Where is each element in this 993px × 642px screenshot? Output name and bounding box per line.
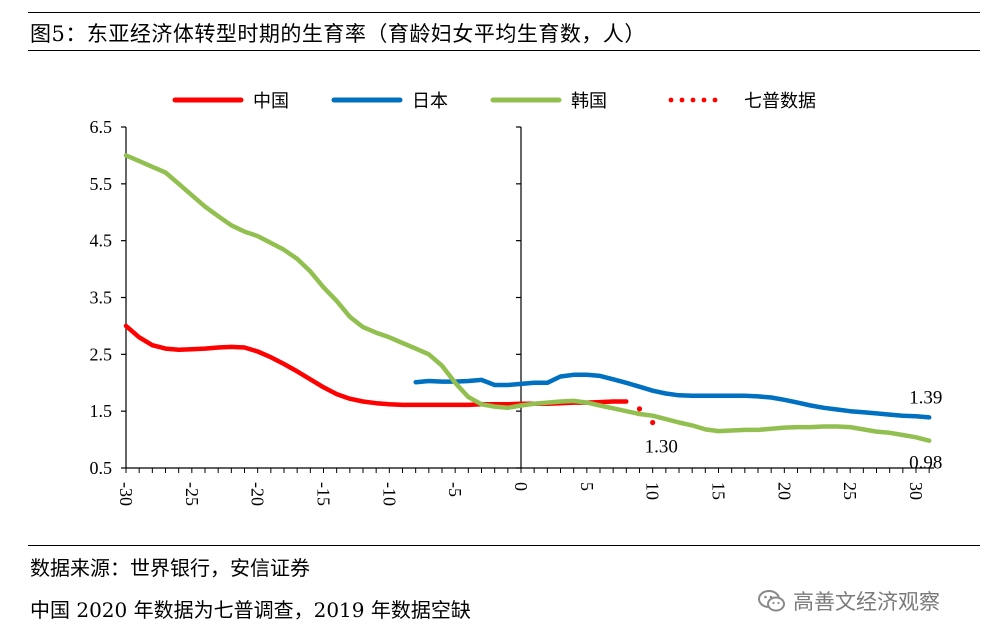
y-tick-label: 4.5 (90, 231, 113, 251)
fertility-line-chart: 0.5 1.5 2.5 3.5 4.5 5.5 6.5 -30 -25 -20 -15 -10 -5 0 5… (90, 91, 943, 506)
data-label: 1.30 (645, 437, 678, 458)
data-source: 数据来源：世界银行，安信证券 (30, 556, 310, 580)
y-tick-label: 2.5 (90, 344, 113, 364)
x-tick-label: 10 (643, 482, 663, 500)
top-rule (28, 12, 980, 13)
y-tick-label: 1.5 (90, 401, 113, 421)
series-3-point (650, 419, 656, 426)
series-1-line (413, 372, 932, 420)
x-tick-label: 25 (840, 482, 860, 500)
series-0-line (123, 323, 629, 408)
legend-label-2: 韩国 (571, 91, 607, 112)
wechat-icon (758, 590, 785, 612)
legend-label-3: 七普数据 (744, 91, 816, 112)
x-tick-label: -25 (182, 482, 202, 506)
legend-swatch-3 (690, 97, 696, 103)
annotations: 1.39 1.30 0.98 (645, 387, 943, 473)
watermark-label: 高善文经济观察 (793, 590, 940, 614)
x-tick-label: 0 (511, 482, 531, 491)
y-tick-label: 6.5 (90, 117, 113, 137)
watermark: 高善文经济观察 (757, 586, 940, 616)
page-title: 图5：东亚经济体转型时期的生育率（育龄妇女平均生育数，人） (30, 22, 646, 46)
x-tick-label: 15 (709, 482, 729, 500)
legend-swatch-3 (679, 97, 685, 103)
bottom-rule (28, 545, 980, 546)
x-tick-label: -20 (248, 482, 268, 506)
data-label: 0.98 (909, 453, 942, 474)
x-tick-label: 30 (906, 482, 926, 500)
series-3-point (636, 406, 643, 412)
legend: 中国 日本 韩国 七普数据 (172, 91, 816, 112)
series-2-line (123, 153, 932, 443)
data-label: 1.39 (909, 387, 942, 408)
x-tick-label: 5 (577, 482, 597, 491)
x-tick-label: -5 (445, 482, 465, 497)
x-tick-label: 20 (774, 482, 794, 500)
legend-swatch-3 (701, 97, 707, 103)
axes: 0.5 1.5 2.5 3.5 4.5 5.5 6.5 -30 -25 -20 -15 -10 -5 0 5… (90, 117, 934, 506)
legend-label-1: 日本 (412, 91, 448, 112)
y-tick-label: 5.5 (90, 174, 113, 194)
legend-swatch-3 (712, 97, 718, 103)
series-lines (123, 153, 932, 443)
x-tick-label: -30 (116, 482, 136, 506)
y-tick-label: 0.5 (90, 458, 113, 478)
y-tick-label: 3.5 (90, 288, 113, 308)
legend-label-0: 中国 (253, 91, 289, 112)
legend-swatch-3 (668, 97, 674, 103)
x-tick-label: -15 (314, 482, 334, 506)
data-note: 中国 2020 年数据为七普调查，2019 年数据空缺 (30, 598, 471, 622)
x-tick-label: -10 (379, 482, 399, 506)
title-rule (28, 50, 980, 51)
